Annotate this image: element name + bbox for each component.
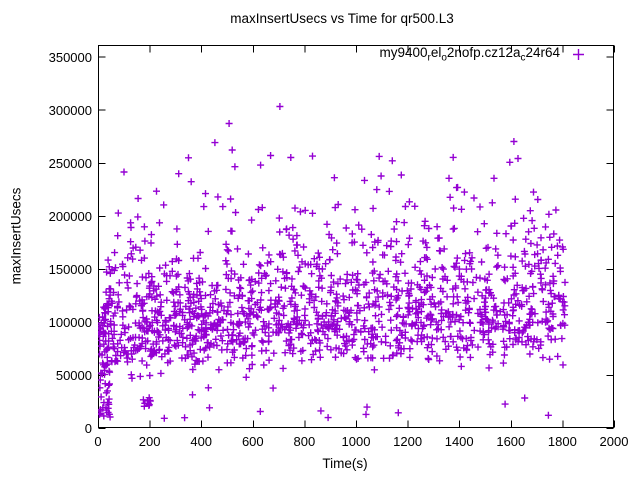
legend-label-text: 24r64 [525,44,560,60]
plus-marker-icon [572,48,584,60]
legend-label-text: 2nofp.cz12a [446,44,521,60]
y-tick-label: 50000 [55,367,92,383]
x-tick-label: 1400 [444,434,474,449]
x-tick-label: 800 [293,434,316,449]
y-tick-label: 0 [84,421,92,436]
x-tick-label: 1000 [341,434,371,449]
x-tick-label: 1600 [496,434,526,449]
x-tick-label: 1800 [547,434,577,449]
x-tick-label: 400 [190,434,213,449]
scatter-points [98,103,569,422]
legend-label-text: my9400 [379,44,428,60]
y-tick-label: 150000 [48,261,92,277]
x-tick-label: 600 [241,434,264,449]
chart-title: maxInsertUsecs vs Time for qr500.L3 [230,11,454,26]
x-tick-label: 1200 [393,434,423,449]
x-axis-label: Time(s) [322,456,368,471]
legend-label-subscript: o [441,52,447,64]
plot-border [98,45,614,428]
y-tick-label: 250000 [48,155,92,171]
y-tick-label: 300000 [48,102,92,118]
legend-marker-sample [560,48,596,60]
x-tick-label: 2000 [599,434,629,449]
axis-tick-marks [98,45,615,429]
x-tick-label: 0 [94,434,102,449]
legend-label-text: el [430,44,442,60]
legend: my9400relo2nofp.cz12ac24r64 [379,45,596,64]
plot-area [98,45,615,429]
legend-series-label: my9400relo2nofp.cz12ac24r64 [379,45,560,64]
legend-label-subscript: c [520,52,526,64]
legend-label-subscript: r [427,52,431,64]
x-tick-label: 200 [138,434,161,449]
y-tick-label: 100000 [48,314,92,330]
y-tick-label: 200000 [48,208,92,224]
y-tick-label: 350000 [48,49,92,65]
